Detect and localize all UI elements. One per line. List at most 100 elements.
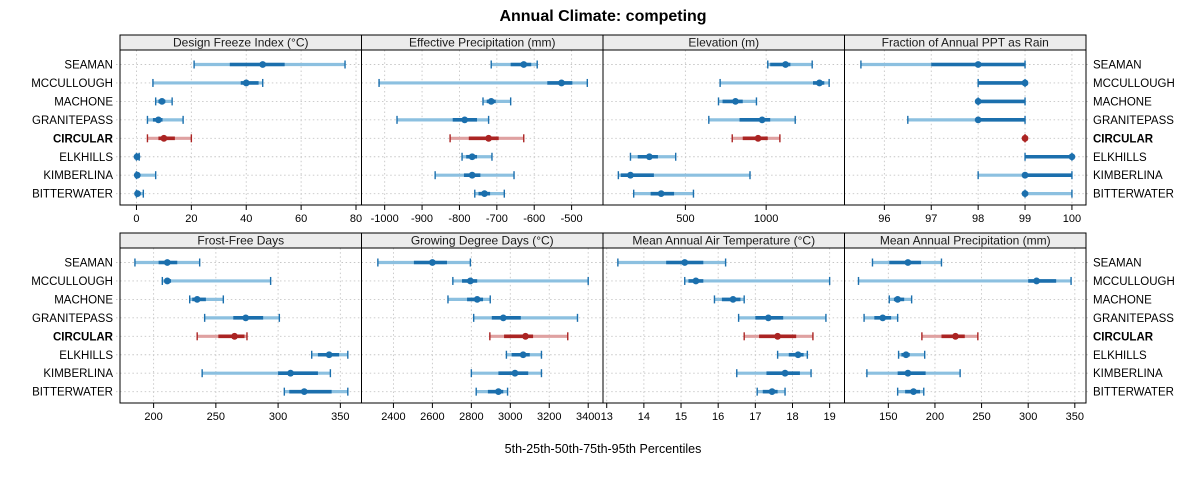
median-dot bbox=[894, 296, 902, 303]
panel-title: Growing Degree Days (°C) bbox=[411, 234, 554, 248]
median-dot bbox=[155, 116, 162, 124]
site-label-right: BITTERWATER bbox=[1093, 387, 1174, 399]
median-dot bbox=[754, 134, 762, 142]
axis-tick-label: 16 bbox=[712, 411, 724, 423]
median-dot bbox=[300, 388, 308, 396]
median-dot bbox=[461, 116, 469, 124]
axis-tick-label: -800 bbox=[448, 213, 470, 225]
panel-bg bbox=[120, 50, 362, 205]
median-dot bbox=[645, 153, 653, 161]
site-label-left: GRANITEPASS bbox=[32, 115, 113, 127]
median-dot bbox=[163, 259, 171, 266]
median-dot bbox=[816, 79, 823, 87]
axis-tick-label: 150 bbox=[879, 411, 897, 423]
axis-tick-label: 13 bbox=[601, 411, 613, 423]
axis-tick-label: 250 bbox=[972, 411, 990, 423]
site-label-left: BITTERWATER bbox=[32, 387, 113, 399]
panel-4: Frost-Free Days 200 250 300 350 bbox=[116, 232, 362, 423]
median-dot bbox=[627, 171, 634, 179]
axis-tick-label: 2400 bbox=[381, 411, 405, 423]
axis-tick-label: 3000 bbox=[498, 411, 522, 423]
median-dot bbox=[468, 171, 476, 179]
panel-7: Mean Annual Precipitation (mm) 150 200 250 3… bbox=[844, 232, 1090, 423]
axis-tick-label: 0 bbox=[133, 213, 139, 225]
panel-6: Mean Annual Air Temperature (°C) 13 14 15 16… bbox=[601, 232, 845, 423]
site-label-right: CIRCULAR bbox=[1093, 331, 1154, 343]
median-dot bbox=[163, 277, 171, 285]
panel-2: Elevation (m) 500 1000 bbox=[602, 34, 845, 225]
median-dot bbox=[259, 61, 267, 68]
median-dot bbox=[522, 332, 529, 340]
site-label-left: BITTERWATER bbox=[32, 189, 113, 201]
site-label-left: ELKHILLS bbox=[59, 152, 113, 164]
panel-title: Mean Annual Precipitation (mm) bbox=[880, 234, 1051, 248]
site-label-right: MCCULLOUGH bbox=[1093, 78, 1175, 90]
site-label-right: CIRCULAR bbox=[1093, 133, 1154, 145]
site-label-right: MACHONE bbox=[1093, 96, 1152, 108]
axis-tick-label: 500 bbox=[676, 213, 694, 225]
median-dot bbox=[231, 332, 238, 340]
axis-tick-label: 2800 bbox=[459, 411, 483, 423]
median-dot bbox=[468, 153, 476, 161]
median-dot bbox=[904, 259, 912, 266]
median-dot bbox=[481, 190, 488, 198]
median-dot bbox=[466, 277, 474, 285]
median-dot bbox=[1068, 153, 1076, 161]
site-label-right: GRANITEPASS bbox=[1093, 313, 1174, 325]
axis-tick-label: 19 bbox=[824, 411, 836, 423]
site-label-left: MACHONE bbox=[54, 294, 113, 306]
panel-bg bbox=[603, 50, 845, 205]
median-dot bbox=[242, 314, 250, 322]
axis-tick-label: 40 bbox=[240, 213, 252, 225]
site-label-right: MACHONE bbox=[1093, 294, 1152, 306]
median-dot bbox=[974, 98, 982, 105]
median-dot bbox=[764, 314, 772, 322]
axis-tick-label: 300 bbox=[1019, 411, 1037, 423]
median-dot bbox=[160, 134, 168, 142]
axis-tick-label: 200 bbox=[926, 411, 944, 423]
site-label-left: SEAMAN bbox=[64, 258, 113, 270]
site-label-right: KIMBERLINA bbox=[1093, 170, 1163, 182]
median-dot bbox=[133, 153, 141, 161]
chart-caption: 5th-25th-50th-75th-95th Percentiles bbox=[505, 442, 702, 456]
axis-tick-label: -500 bbox=[561, 213, 583, 225]
median-dot bbox=[794, 351, 802, 359]
median-dot bbox=[768, 388, 776, 396]
panel-title: Frost-Free Days bbox=[197, 234, 284, 248]
axis-tick-label: 15 bbox=[675, 411, 687, 423]
median-dot bbox=[902, 351, 910, 359]
site-label-right: MCCULLOUGH bbox=[1093, 276, 1175, 288]
axis-tick-label: -900 bbox=[411, 213, 433, 225]
panel-bg bbox=[361, 50, 603, 205]
panels-group: Design Freeze Index (°C)0 20 40 60 80Effecti… bbox=[31, 34, 1175, 423]
site-label-right: ELKHILLS bbox=[1093, 350, 1147, 362]
median-dot bbox=[495, 388, 502, 396]
axis-tick-label: 350 bbox=[1066, 411, 1084, 423]
axis-tick-label: 3200 bbox=[537, 411, 561, 423]
axis-tick-label: 100 bbox=[1063, 213, 1081, 225]
median-dot bbox=[193, 296, 201, 303]
median-dot bbox=[287, 369, 294, 377]
axis-tick-label: 20 bbox=[185, 213, 197, 225]
median-dot bbox=[485, 134, 493, 142]
panel-title: Effective Precipitation (mm) bbox=[409, 36, 556, 50]
median-dot bbox=[974, 116, 982, 124]
median-dot bbox=[1021, 79, 1029, 87]
axis-tick-label: -600 bbox=[523, 213, 545, 225]
median-dot bbox=[758, 116, 766, 124]
site-label-left: MACHONE bbox=[54, 96, 113, 108]
axis-tick-label: 99 bbox=[1019, 213, 1031, 225]
site-label-right: BITTERWATER bbox=[1093, 189, 1174, 201]
axis-tick-label: 200 bbox=[144, 411, 162, 423]
median-dot bbox=[242, 79, 250, 87]
site-label-right: ELKHILLS bbox=[1093, 152, 1147, 164]
axis-tick-label: 18 bbox=[786, 411, 798, 423]
panel-title: Mean Annual Air Temperature (°C) bbox=[632, 234, 815, 248]
median-dot bbox=[325, 351, 333, 359]
axis-tick-label: 98 bbox=[972, 213, 984, 225]
site-label-left: ELKHILLS bbox=[59, 350, 113, 362]
panel-border bbox=[844, 49, 1087, 206]
median-dot bbox=[732, 98, 739, 105]
panel-3: Fraction of Annual PPT as Rain 96 97 98 99 10… bbox=[844, 34, 1090, 225]
